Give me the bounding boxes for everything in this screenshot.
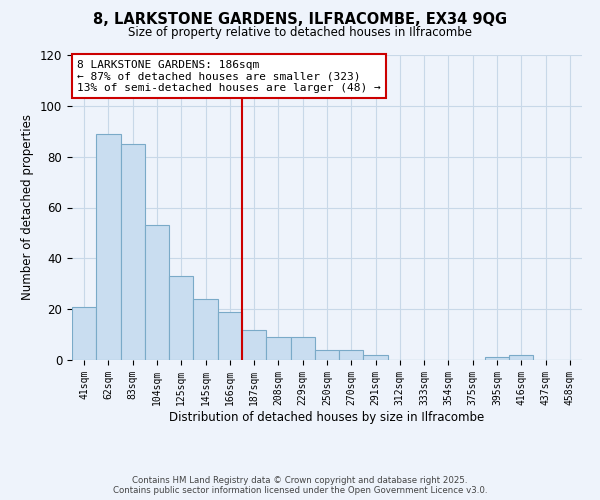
Bar — [339, 350, 364, 360]
Bar — [509, 355, 533, 360]
Bar — [145, 226, 169, 360]
Bar — [121, 144, 145, 360]
Bar — [290, 337, 315, 360]
Text: Contains HM Land Registry data © Crown copyright and database right 2025.
Contai: Contains HM Land Registry data © Crown c… — [113, 476, 487, 495]
Bar — [169, 276, 193, 360]
Bar — [315, 350, 339, 360]
Bar — [242, 330, 266, 360]
Text: Size of property relative to detached houses in Ilfracombe: Size of property relative to detached ho… — [128, 26, 472, 39]
Bar — [72, 306, 96, 360]
Bar — [364, 355, 388, 360]
X-axis label: Distribution of detached houses by size in Ilfracombe: Distribution of detached houses by size … — [169, 410, 485, 424]
Text: 8, LARKSTONE GARDENS, ILFRACOMBE, EX34 9QG: 8, LARKSTONE GARDENS, ILFRACOMBE, EX34 9… — [93, 12, 507, 28]
Text: 8 LARKSTONE GARDENS: 186sqm
← 87% of detached houses are smaller (323)
13% of se: 8 LARKSTONE GARDENS: 186sqm ← 87% of det… — [77, 60, 381, 93]
Bar — [96, 134, 121, 360]
Bar — [193, 299, 218, 360]
Bar — [266, 337, 290, 360]
Bar — [485, 358, 509, 360]
Bar — [218, 312, 242, 360]
Y-axis label: Number of detached properties: Number of detached properties — [22, 114, 34, 300]
